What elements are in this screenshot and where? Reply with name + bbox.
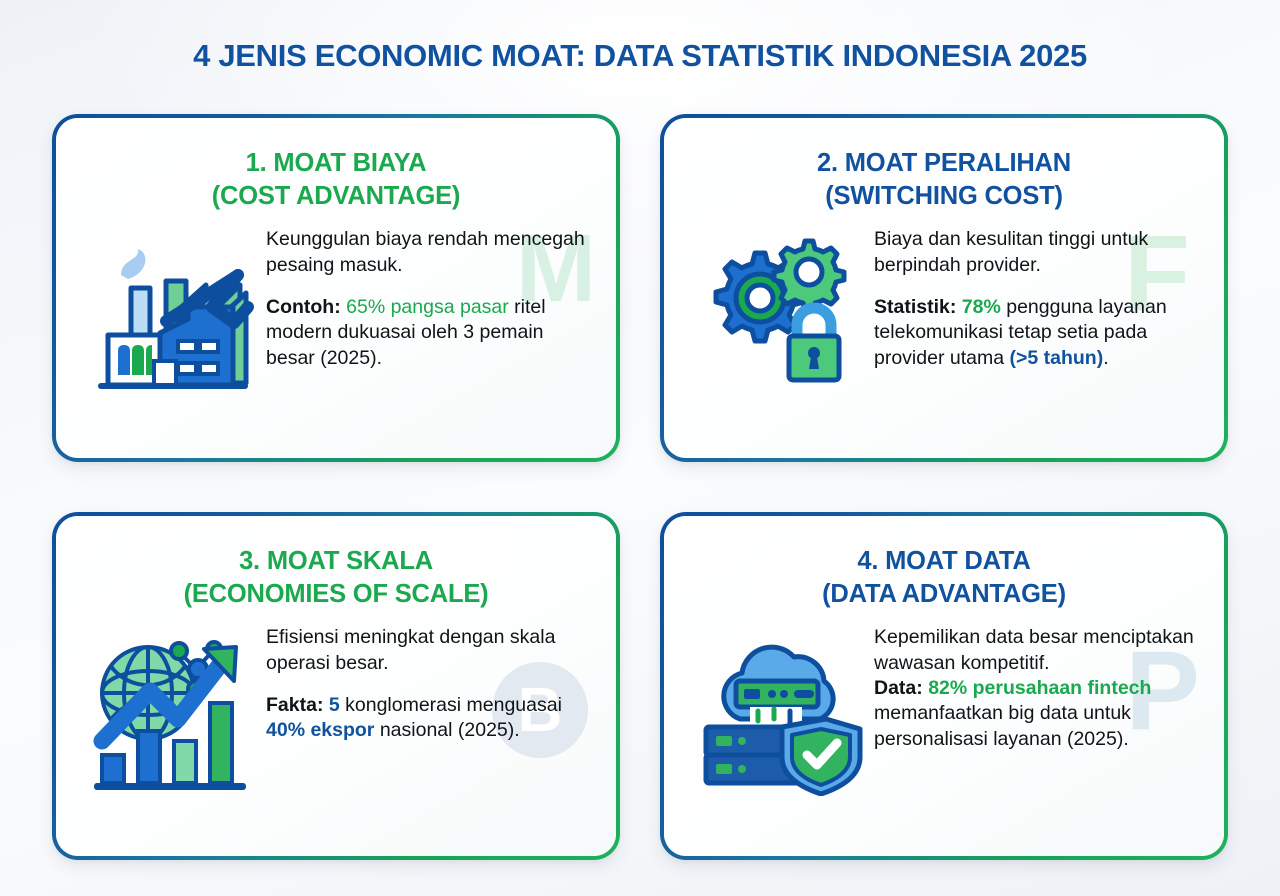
moat-card-grid: M 1. MOAT BIAYA (COST ADVANTAGE) — [52, 114, 1228, 860]
card-title-cost-advantage: 1. MOAT BIAYA (COST ADVANTAGE) — [211, 149, 461, 211]
icon-container — [78, 225, 266, 393]
growth-chart-globe-icon — [93, 640, 246, 791]
card-body: Biaya dan kesulitan tinggi untuk berpind… — [686, 225, 1202, 444]
stat-rest: ritel modern dukuasai oleh 3 pemain besa… — [266, 295, 546, 369]
card-text: Kepemilikan data besar menciptakan wawas… — [874, 623, 1202, 752]
moat-card-switching-cost: F 2. MOAT PERALIHAN (SWITCHING COST) — [660, 114, 1228, 462]
card-description: Kepemilikan data besar menciptakan wawas… — [874, 626, 1194, 674]
stat-rest: nasional (2025). — [374, 719, 520, 742]
card-description: Keunggulan biaya rendah mencegah pesaing… — [266, 228, 585, 276]
stat-end: . — [1103, 346, 1109, 369]
card-statistic: Data: 82% perusahaan fintech memanfaatka… — [874, 676, 1200, 752]
card-description: Biaya dan kesulitan tinggi untuk berpind… — [874, 228, 1149, 276]
card-statistic: Contoh: 65% pangsa pasar ritel modern du… — [266, 295, 592, 371]
moat-card-cost-advantage: M 1. MOAT BIAYA (COST ADVANTAGE) — [52, 114, 620, 462]
card-text: Biaya dan kesulitan tinggi untuk berpind… — [874, 225, 1202, 371]
icon-container — [686, 623, 874, 797]
card-title-switching-cost: 2. MOAT PERALIHAN (SWITCHING COST) — [817, 149, 1071, 211]
card-body: Kepemilikan data besar menciptakan wawas… — [686, 623, 1202, 842]
icon-container — [686, 225, 874, 388]
cloud-data-shield-icon — [703, 644, 863, 797]
stat-highlight: 65% pangsa pasar — [346, 295, 509, 318]
stat-mid-highlight: 5 — [328, 693, 340, 716]
icon-container — [78, 623, 266, 796]
card-body: Efisiensi meningkat dengan skala operasi… — [78, 623, 594, 842]
stat-rest: memanfaatkan big data untuk personalisas… — [874, 702, 1131, 750]
moat-card-economies-of-scale: B 3. MOAT SKALA (ECONOMIES OF SCALE) — [52, 512, 620, 860]
gears-lock-icon — [713, 238, 847, 383]
card-title-economies-of-scale: 3. MOAT SKALA (ECONOMIES OF SCALE) — [183, 547, 489, 609]
card-statistic: Fakta: 5 konglomerasi menguasai 40% eksp… — [266, 693, 592, 744]
moat-card-data-advantage: P 4. MOAT DATA (DATA ADVANTAGE) — [660, 512, 1228, 860]
card-statistic: Statistik: 78% pengguna layanan telekomu… — [874, 295, 1200, 371]
stat-rest: pengguna layanan telekomunikasi tetap se… — [874, 295, 1167, 369]
stat-label: Fakta: — [266, 693, 324, 716]
stat-highlight: 78% — [961, 295, 1001, 318]
stat-mid-rest: konglomerasi menguasai — [339, 693, 562, 716]
stat-suffix: (>5 tahun) — [1009, 346, 1104, 369]
stat-label: Contoh: — [266, 295, 341, 318]
card-title-data-advantage: 4. MOAT DATA (DATA ADVANTAGE) — [822, 547, 1066, 609]
stat-highlight: 40% ekspor — [266, 719, 375, 742]
card-text: Keunggulan biaya rendah mencegah pesaing… — [266, 225, 594, 371]
factory-icon — [98, 249, 254, 390]
stat-label: Statistik: — [874, 295, 957, 318]
stat-highlight: 82% perusahaan fintech — [928, 676, 1152, 699]
card-description: Efisiensi meningkat dengan skala operasi… — [266, 626, 556, 674]
page-title: 4 JENIS ECONOMIC MOAT: DATA STATISTIK IN… — [193, 38, 1087, 73]
card-body: Keunggulan biaya rendah mencegah pesaing… — [78, 225, 594, 444]
stat-label: Data: — [874, 676, 923, 699]
card-text: Efisiensi meningkat dengan skala operasi… — [266, 623, 594, 743]
